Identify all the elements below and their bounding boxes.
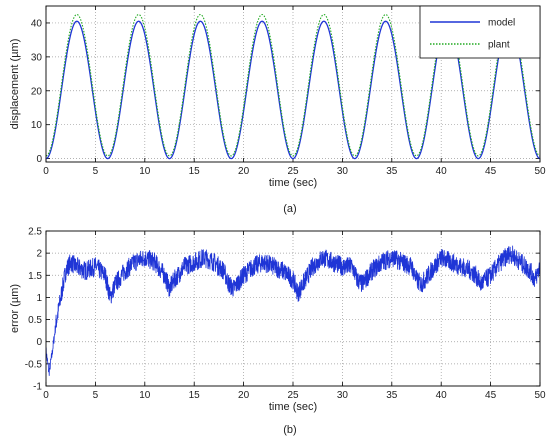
x-tick-label: 10 bbox=[139, 166, 151, 177]
x-tick-label: 5 bbox=[93, 166, 99, 177]
plot-area bbox=[46, 231, 540, 386]
x-tick-label: 50 bbox=[534, 390, 546, 401]
panel-b-error-chart: 0 5 10 15 20 25 30 35 40 45 50 -1 -0.5 0 0.5 1 1.5 2 2.5 ti… bbox=[9, 227, 546, 414]
y-tick-label: 0.5 bbox=[28, 315, 42, 326]
x-tick-label: 20 bbox=[238, 166, 250, 177]
x-tick-label: 50 bbox=[534, 166, 546, 177]
series-line-error bbox=[46, 245, 540, 376]
x-tick-label: 25 bbox=[287, 390, 299, 401]
legend-label-model: model bbox=[488, 18, 515, 29]
y-tick-label: 2.5 bbox=[28, 227, 42, 238]
x-tick-label: 40 bbox=[436, 166, 448, 177]
legend-box bbox=[419, 5, 541, 59]
legend-label-plant: plant bbox=[488, 40, 510, 51]
y-tick-label: -0.5 bbox=[25, 359, 43, 370]
x-tick-label: 35 bbox=[386, 390, 398, 401]
x-tick-label: 0 bbox=[43, 166, 49, 177]
y-axis-label: displacement (µm) bbox=[9, 39, 21, 130]
x-tick-label: 30 bbox=[337, 390, 349, 401]
x-tick-label: 25 bbox=[287, 166, 299, 177]
y-tick-label: 20 bbox=[31, 86, 43, 97]
y-axis-label: error (µm) bbox=[9, 284, 21, 333]
x-tick-label: 30 bbox=[337, 166, 349, 177]
y-tick-label: 1 bbox=[36, 293, 42, 304]
x-tick-label: 20 bbox=[238, 390, 250, 401]
plot-frame bbox=[45, 5, 541, 163]
y-tick-label: -1 bbox=[33, 382, 42, 393]
x-axis-label: time (sec) bbox=[269, 177, 317, 189]
panel-b-caption: (b) bbox=[283, 424, 296, 436]
panel-a-caption: (a) bbox=[283, 203, 296, 215]
panel-a-displacement-chart: 0 5 10 15 20 25 30 35 40 45 50 0 10 20 30 40 time (sec) d… bbox=[9, 5, 546, 189]
legend: model plant bbox=[419, 5, 541, 59]
y-tick-label: 30 bbox=[31, 52, 43, 63]
x-tick-label: 45 bbox=[485, 390, 497, 401]
x-tick-label: 15 bbox=[189, 390, 201, 401]
plot-frame bbox=[45, 230, 541, 387]
x-tick-label: 10 bbox=[139, 390, 151, 401]
y-tick-label: 2 bbox=[36, 249, 42, 260]
x-tick-label: 40 bbox=[436, 390, 448, 401]
x-tick-label: 15 bbox=[189, 166, 201, 177]
y-tick-label: 0 bbox=[36, 337, 42, 348]
x-tick-label: 0 bbox=[43, 390, 49, 401]
x-axis-label: time (sec) bbox=[269, 401, 317, 413]
y-tick-label: 10 bbox=[31, 120, 43, 131]
y-tick-label: 40 bbox=[31, 18, 43, 29]
x-tick-label: 5 bbox=[93, 390, 99, 401]
x-tick-label: 35 bbox=[386, 166, 398, 177]
y-tick-label: 0 bbox=[36, 154, 42, 165]
x-tick-label: 45 bbox=[485, 166, 497, 177]
y-tick-label: 1.5 bbox=[28, 271, 42, 282]
